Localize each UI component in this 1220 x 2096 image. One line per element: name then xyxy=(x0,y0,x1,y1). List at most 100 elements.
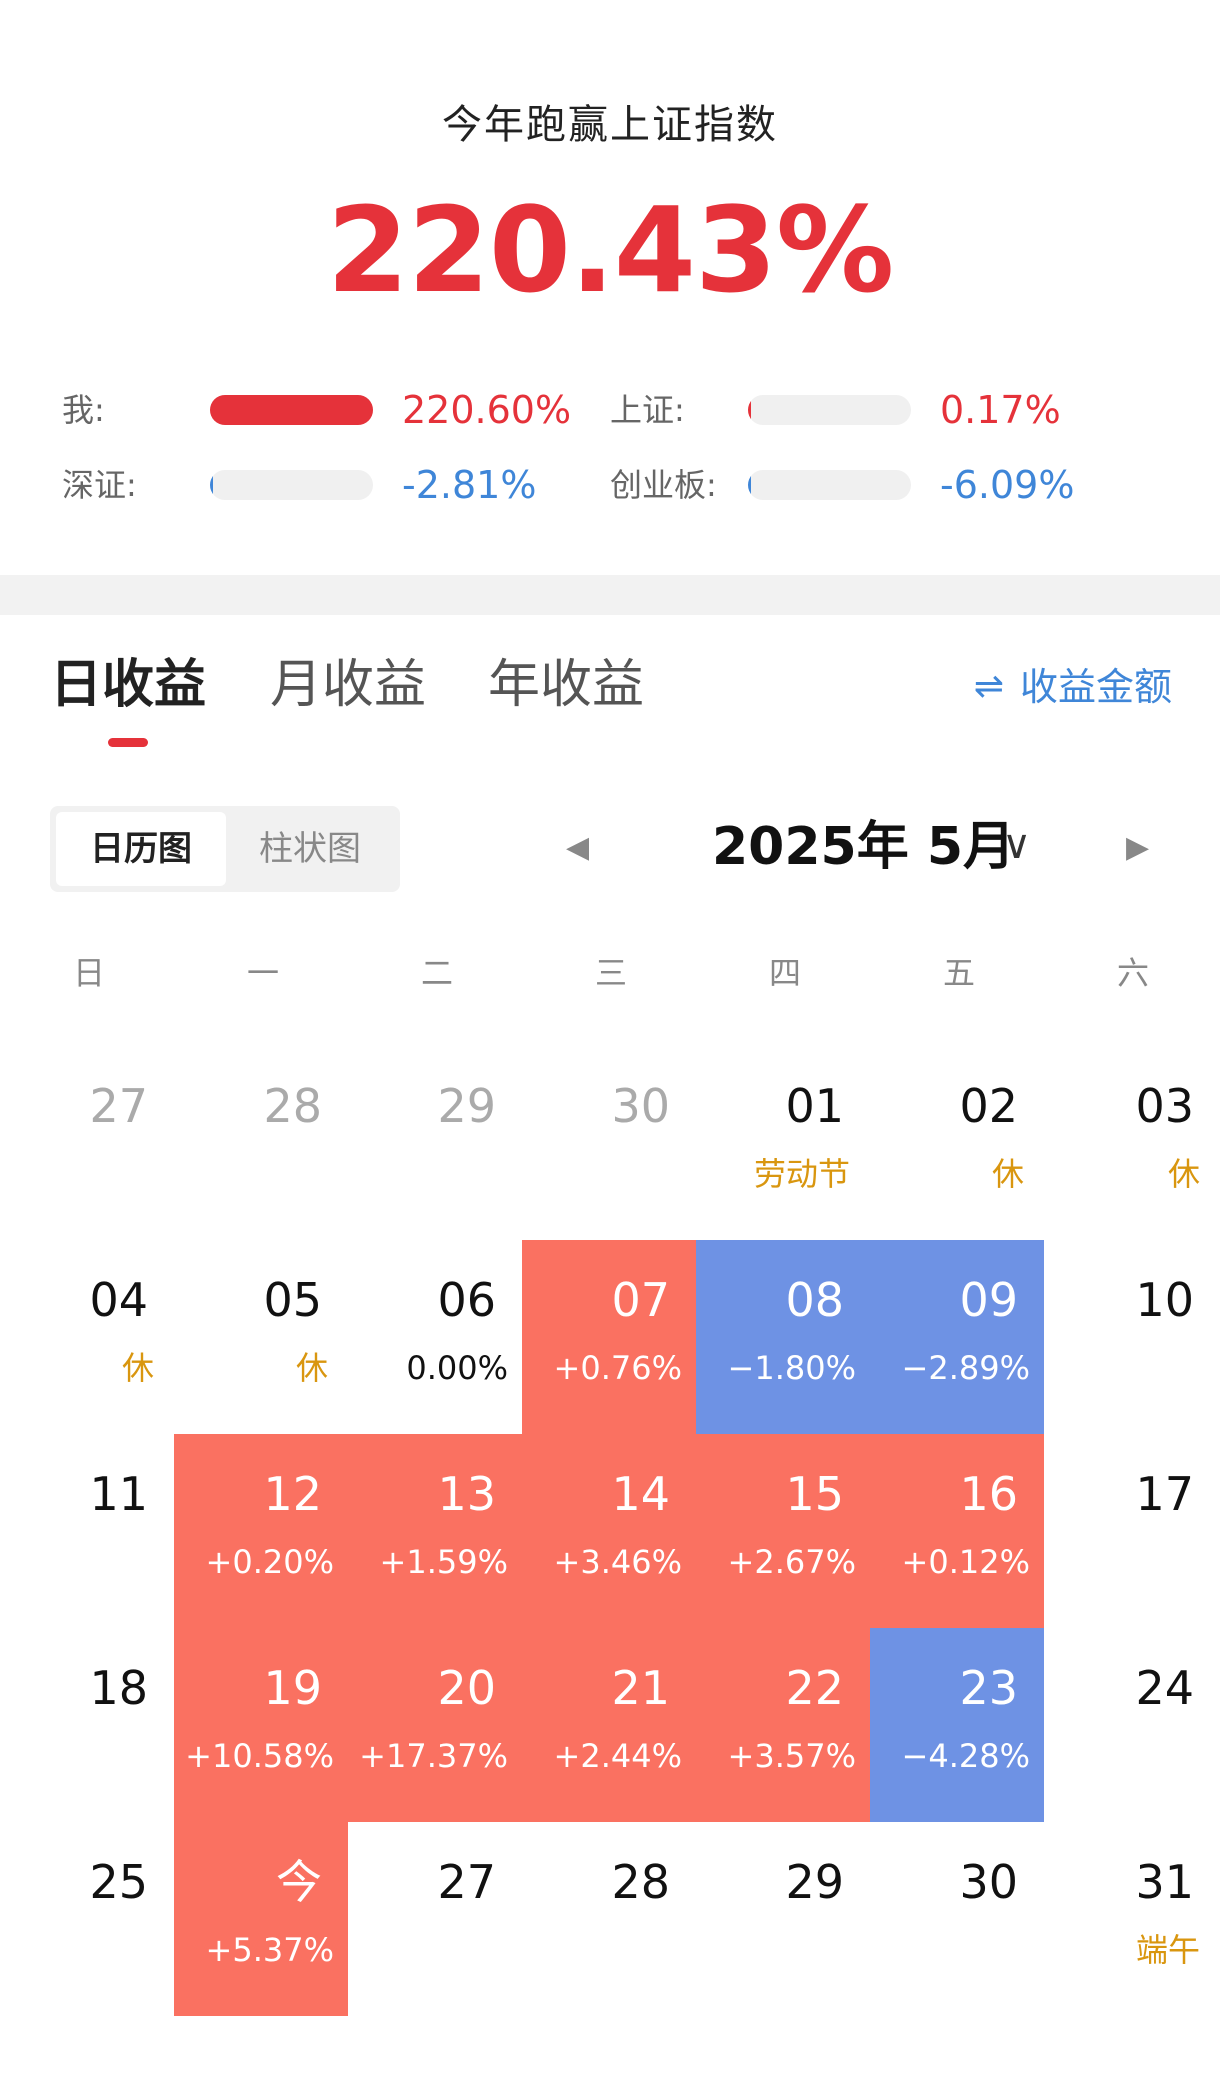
holiday-label: 休 xyxy=(295,1349,328,1387)
calendar-day-cell[interactable]: 23 −4.28% xyxy=(870,1628,1044,1822)
calendar-day-number: 29 xyxy=(437,1079,496,1133)
calendar-day-cell[interactable]: 10 xyxy=(1044,1240,1220,1434)
calendar-day-number: 30 xyxy=(959,1855,1018,1909)
calendar-view-button[interactable]: 日历图 xyxy=(56,812,226,886)
weekday-label: 五 xyxy=(942,954,975,992)
next-month-icon[interactable]: ▶ xyxy=(1126,830,1150,865)
calendar-day-cell[interactable]: 27 xyxy=(348,1822,522,2016)
weekday-label: 六 xyxy=(1116,954,1149,992)
calendar-day-cell[interactable]: 24 xyxy=(1044,1628,1220,1822)
weekday-label: 一 xyxy=(246,954,279,992)
month-title[interactable]: 2025年 5月 xyxy=(712,817,1016,877)
daily-return-value: +10.58% xyxy=(185,1737,334,1775)
calendar-day-cell[interactable]: 09 −2.89% xyxy=(870,1240,1044,1434)
summary-panel: 今年跑赢上证指数 220.43% 我: 220.60% 上证: 0.17% 深证: -2.… xyxy=(0,0,1220,575)
tab-daily-return[interactable]: 日收益 xyxy=(50,655,207,715)
return-amount-toggle[interactable]: ⇌ 收益金额 xyxy=(974,662,1172,712)
calendar-day-cell[interactable]: 22 +3.57% xyxy=(696,1628,870,1822)
calendar-day-cell[interactable]: 14 +3.46% xyxy=(522,1434,696,1628)
calendar-day-cell[interactable]: 11 xyxy=(0,1434,174,1628)
comparison-bar-track xyxy=(210,470,373,500)
holiday-label: 休 xyxy=(991,1155,1024,1193)
tab-monthly-return[interactable]: 月收益 xyxy=(270,655,427,715)
calendar-day-cell[interactable]: 30 xyxy=(870,1822,1044,2016)
calendar-day-cell[interactable]: 01 劳动节 xyxy=(696,1046,870,1240)
outperform-value: 220.43% xyxy=(326,181,895,319)
daily-return-value: −4.28% xyxy=(901,1737,1030,1775)
calendar-day-number: 21 xyxy=(611,1661,670,1715)
calendar-day-cell[interactable]: 03 休 xyxy=(1044,1046,1220,1240)
comparison-value: 0.17% xyxy=(940,388,1061,432)
calendar-day-cell[interactable]: 19 +10.58% xyxy=(174,1628,348,1822)
calendar-day-number: 08 xyxy=(785,1273,844,1327)
calendar-day-number: 10 xyxy=(1135,1273,1194,1327)
daily-return-value: +3.46% xyxy=(553,1543,682,1581)
comparison-row: 深证: -2.81% xyxy=(62,460,602,510)
summary-subtitle: 今年跑赢上证指数 xyxy=(442,102,778,148)
calendar-day-cell[interactable]: 31 端午 xyxy=(1044,1822,1220,2016)
calendar-day-number: 23 xyxy=(959,1661,1018,1715)
calendar-day-cell[interactable]: 29 xyxy=(348,1046,522,1240)
calendar-day-number: 29 xyxy=(785,1855,844,1909)
prev-month-icon[interactable]: ◀ xyxy=(566,830,590,865)
calendar-day-number: 17 xyxy=(1135,1467,1194,1521)
calendar-day-number: 03 xyxy=(1135,1079,1194,1133)
calendar-day-cell[interactable]: 02 休 xyxy=(870,1046,1044,1240)
calendar-day-cell[interactable]: 20 +17.37% xyxy=(348,1628,522,1822)
calendar-day-number: 19 xyxy=(263,1661,322,1715)
comparison-row: 创业板: -6.09% xyxy=(610,460,1150,510)
calendar-day-number: 15 xyxy=(785,1467,844,1521)
weekday-label: 四 xyxy=(768,954,801,992)
calendar-day-cell[interactable]: 27 xyxy=(0,1046,174,1240)
calendar-day-cell[interactable]: 05 休 xyxy=(174,1240,348,1434)
calendar-day-cell[interactable]: 28 xyxy=(174,1046,348,1240)
daily-return-value: +1.59% xyxy=(379,1543,508,1581)
calendar-day-number: 27 xyxy=(437,1855,496,1909)
calendar-day-cell[interactable]: 21 +2.44% xyxy=(522,1628,696,1822)
calendar-day-number: 20 xyxy=(437,1661,496,1715)
daily-return-value: 0.00% xyxy=(406,1349,508,1387)
comparison-value: -6.09% xyxy=(940,463,1075,507)
calendar-day-number: 14 xyxy=(611,1467,670,1521)
daily-return-value: +5.37% xyxy=(205,1931,334,1969)
calendar-day-cell[interactable]: 25 xyxy=(0,1822,174,2016)
calendar-day-cell[interactable]: 17 xyxy=(1044,1434,1220,1628)
calendar-day-cell[interactable]: 04 休 xyxy=(0,1240,174,1434)
calendar-day-number: 31 xyxy=(1135,1855,1194,1909)
calendar-day-number: 13 xyxy=(437,1467,496,1521)
comparison-bar-track xyxy=(210,395,373,425)
comparison-bar-track xyxy=(748,395,911,425)
calendar-day-cell[interactable]: 30 xyxy=(522,1046,696,1240)
calendar-day-number: 07 xyxy=(611,1273,670,1327)
comparison-bar-track xyxy=(748,470,911,500)
daily-return-value: −2.89% xyxy=(901,1349,1030,1387)
calendar-day-cell[interactable]: 今 +5.37% xyxy=(174,1822,348,2016)
calendar-day-number: 06 xyxy=(437,1273,496,1327)
comparison-label: 创业板: xyxy=(610,466,717,504)
calendar-day-number: 12 xyxy=(263,1467,322,1521)
daily-return-value: +2.67% xyxy=(727,1543,856,1581)
calendar-day-cell[interactable]: 28 xyxy=(522,1822,696,2016)
calendar-day-cell[interactable]: 16 +0.12% xyxy=(870,1434,1044,1628)
active-tab-indicator xyxy=(108,738,148,747)
calendar-day-cell[interactable]: 18 xyxy=(0,1628,174,1822)
calendar-day-cell[interactable]: 08 −1.80% xyxy=(696,1240,870,1434)
daily-return-value: +17.37% xyxy=(359,1737,508,1775)
calendar-day-cell[interactable]: 12 +0.20% xyxy=(174,1434,348,1628)
calendar-day-number: 27 xyxy=(89,1079,148,1133)
calendar-day-number: 01 xyxy=(785,1079,844,1133)
comparison-bar-fill xyxy=(748,395,751,425)
return-amount-label: 收益金额 xyxy=(1019,665,1172,709)
calendar-day-cell[interactable]: 07 +0.76% xyxy=(522,1240,696,1434)
calendar-day-cell[interactable]: 13 +1.59% xyxy=(348,1434,522,1628)
calendar-day-cell[interactable]: 15 +2.67% xyxy=(696,1434,870,1628)
tab-yearly-return[interactable]: 年收益 xyxy=(488,655,645,715)
chevron-down-icon[interactable]: ∨ xyxy=(1002,822,1032,868)
calendar-day-cell[interactable]: 29 xyxy=(696,1822,870,2016)
bar-view-button[interactable]: 柱状图 xyxy=(259,829,361,869)
calendar-day-cell[interactable]: 06 0.00% xyxy=(348,1240,522,1434)
weekday-label: 日 xyxy=(72,954,105,992)
daily-return-value: +2.44% xyxy=(553,1737,682,1775)
calendar-day-number: 18 xyxy=(89,1661,148,1715)
calendar-day-number: 今 xyxy=(276,1855,322,1909)
